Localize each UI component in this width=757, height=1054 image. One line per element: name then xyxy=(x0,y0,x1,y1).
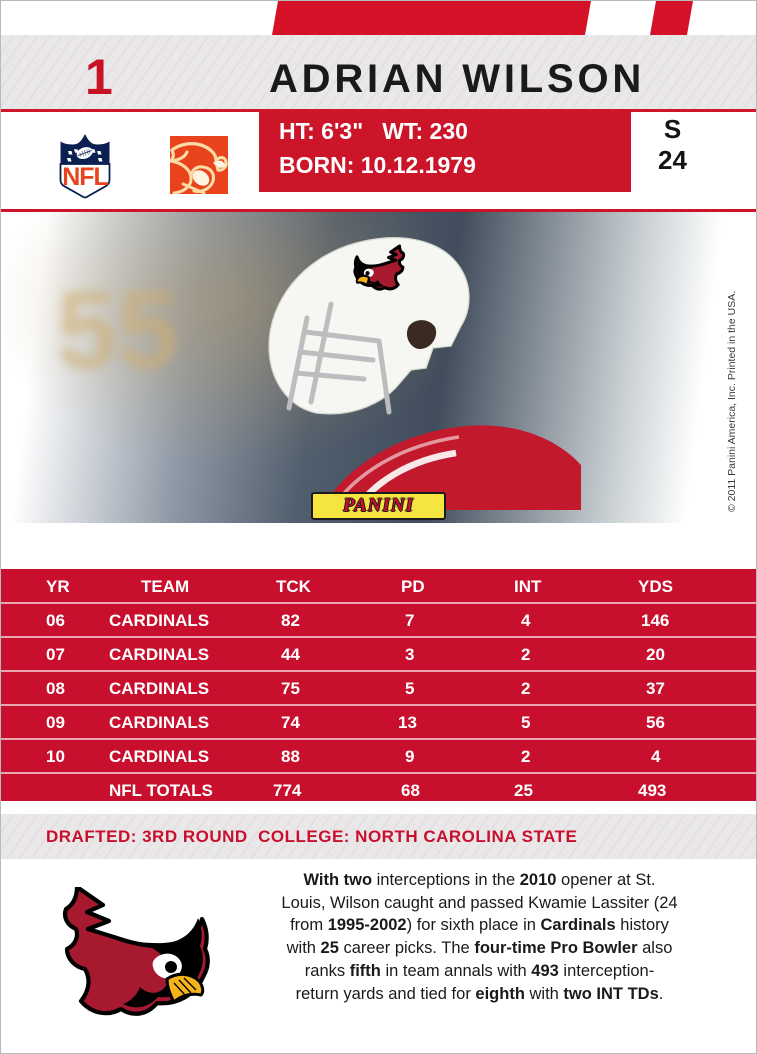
svg-text:NFL: NFL xyxy=(62,163,108,191)
